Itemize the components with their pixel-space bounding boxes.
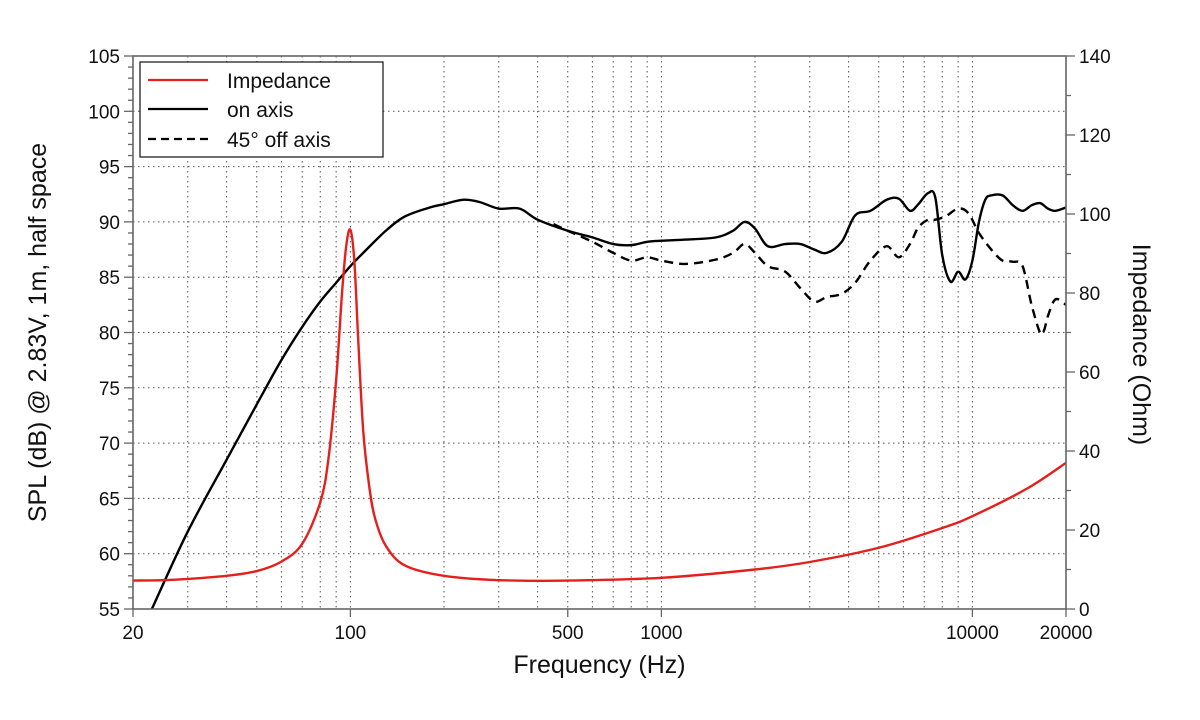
x-tick-label: 500 bbox=[552, 623, 584, 644]
series-on-axis bbox=[150, 189, 1066, 609]
y2-axis-title: Impedance (Ohm) bbox=[1127, 244, 1155, 445]
y-tick-label: 70 bbox=[99, 434, 120, 455]
y2-tick-label: 120 bbox=[1079, 126, 1111, 147]
right-axis-ticks: 0 20 40 60 80 100 120 140 bbox=[1066, 47, 1111, 621]
y2-tick-label: 20 bbox=[1079, 521, 1100, 542]
y-tick-label: 55 bbox=[99, 600, 120, 621]
y-tick-label: 100 bbox=[88, 102, 120, 123]
y-tick-label: 80 bbox=[99, 324, 120, 345]
y2-tick-label: 140 bbox=[1079, 47, 1111, 68]
y-tick-label: 85 bbox=[99, 268, 120, 289]
legend: Impedance on axis 45° off axis bbox=[139, 61, 384, 158]
y2-tick-label: 40 bbox=[1079, 442, 1100, 463]
x-tick-label: 1000 bbox=[640, 623, 682, 644]
y2-tick-label: 80 bbox=[1079, 284, 1100, 305]
y-axis-title: SPL (dB) @ 2.83V, 1m, half space bbox=[24, 143, 52, 522]
x-tick-label: 20000 bbox=[1040, 623, 1093, 644]
series-lines bbox=[133, 189, 1066, 609]
y2-tick-label: 60 bbox=[1079, 363, 1100, 384]
series-off-axis bbox=[553, 207, 1066, 336]
y-tick-label: 75 bbox=[99, 379, 120, 400]
y-tick-label: 95 bbox=[99, 158, 120, 179]
y-tick-label: 65 bbox=[99, 489, 120, 510]
x-axis-ticks: 20 100 500 1000 10000 20000 bbox=[122, 609, 1092, 644]
legend-label-off-axis: 45° off axis bbox=[227, 129, 331, 152]
y-tick-label: 60 bbox=[99, 545, 120, 566]
y-tick-label: 105 bbox=[88, 47, 120, 68]
x-tick-label: 20 bbox=[122, 623, 143, 644]
legend-label-on-axis: on axis bbox=[227, 99, 294, 122]
x-tick-label: 10000 bbox=[946, 623, 999, 644]
series-impedance bbox=[133, 228, 1066, 583]
y2-tick-label: 0 bbox=[1079, 600, 1090, 621]
x-tick-label: 100 bbox=[335, 623, 367, 644]
y-tick-label: 90 bbox=[99, 213, 120, 234]
y2-tick-label: 100 bbox=[1079, 205, 1111, 226]
x-axis-title: Frequency (Hz) bbox=[513, 651, 685, 679]
left-axis-ticks: 55 60 65 70 75 80 85 90 95 100 105 bbox=[88, 47, 133, 621]
legend-label-impedance: Impedance bbox=[227, 70, 331, 93]
